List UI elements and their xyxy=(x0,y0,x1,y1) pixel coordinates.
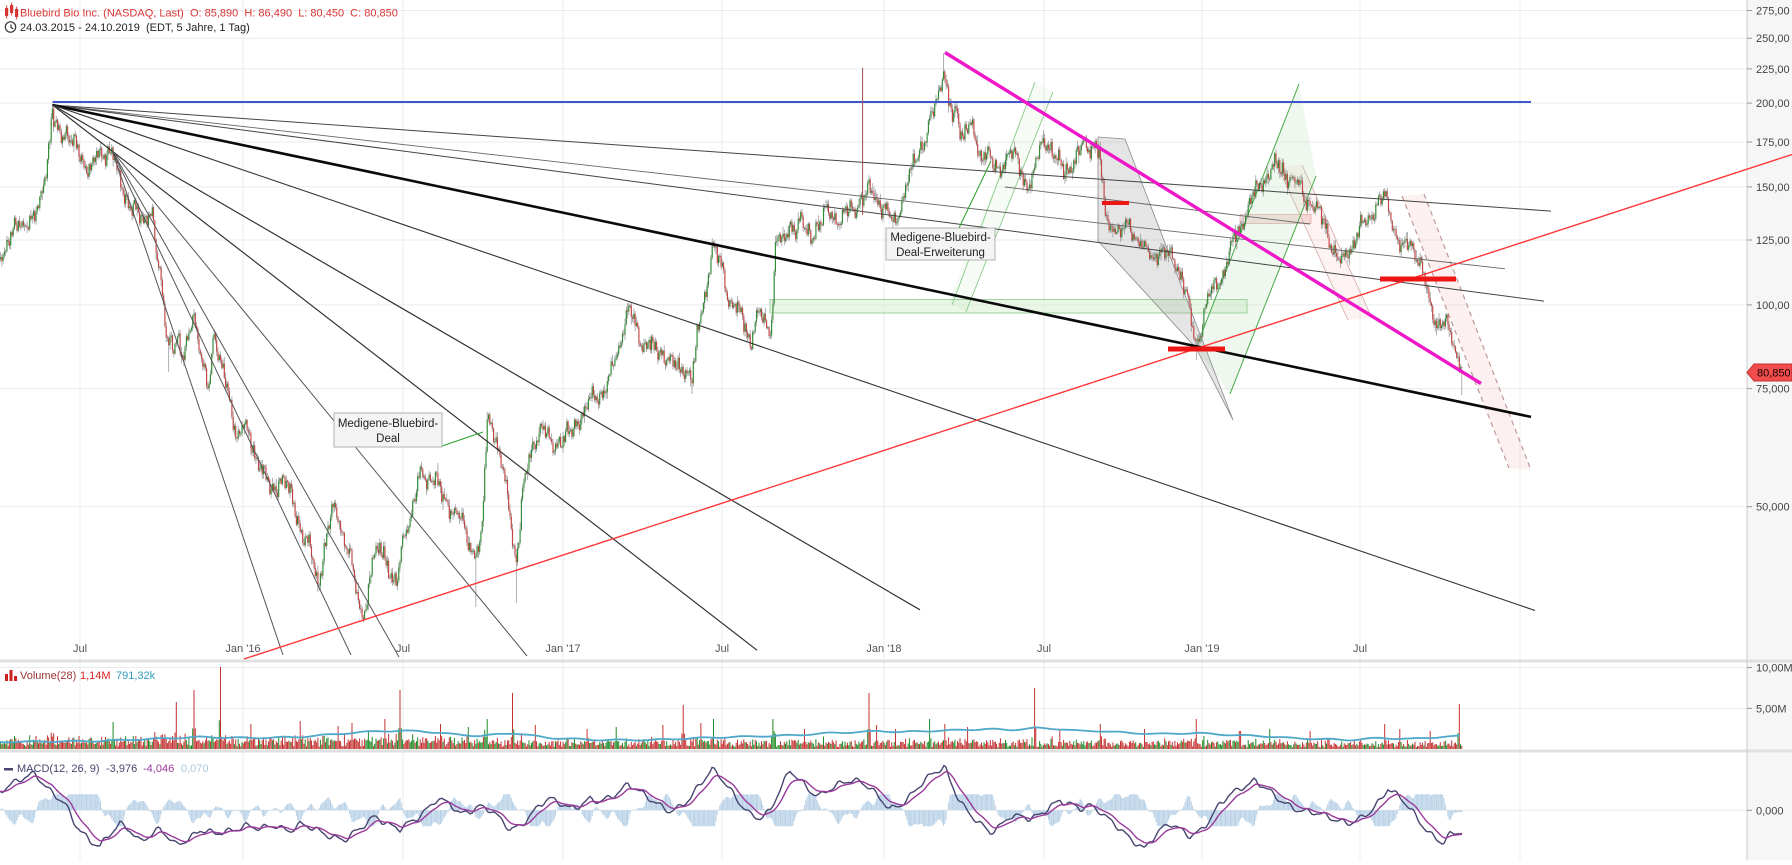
svg-text:Deal-Erweiterung: Deal-Erweiterung xyxy=(896,247,985,259)
svg-text:5,00M: 5,00M xyxy=(1756,703,1787,715)
svg-text:0,000: 0,000 xyxy=(1756,805,1784,817)
svg-text:Volume(28): Volume(28) xyxy=(20,670,76,682)
svg-text:Medigene-Bluebird-: Medigene-Bluebird- xyxy=(890,232,991,244)
svg-text:Medigene-Bluebird-: Medigene-Bluebird- xyxy=(338,418,439,430)
svg-text:175,00: 175,00 xyxy=(1756,137,1790,149)
svg-text:Jul: Jul xyxy=(396,643,410,655)
svg-text:125,00: 125,00 xyxy=(1756,235,1790,247)
svg-text:Jan '17: Jan '17 xyxy=(545,643,580,655)
svg-text:Deal: Deal xyxy=(376,433,400,445)
svg-text:-3,976: -3,976 xyxy=(106,763,137,775)
svg-text:100,00: 100,00 xyxy=(1756,300,1790,312)
svg-text:10,00M: 10,00M xyxy=(1756,663,1792,675)
svg-text:Jan '19: Jan '19 xyxy=(1184,643,1219,655)
svg-text:24.03.2015 - 24.10.2019 (EDT,: 24.03.2015 - 24.10.2019 (EDT, 5 Jahre, 1… xyxy=(20,22,250,34)
svg-text:200,00: 200,00 xyxy=(1756,98,1790,110)
svg-text:150,00: 150,00 xyxy=(1756,182,1790,194)
svg-text:0,070: 0,070 xyxy=(181,763,209,775)
svg-text:-4,046: -4,046 xyxy=(143,763,174,775)
svg-text:Jul: Jul xyxy=(1037,643,1051,655)
svg-text:75,000: 75,000 xyxy=(1756,384,1790,396)
svg-text:80,850: 80,850 xyxy=(1757,368,1791,380)
svg-text:250,00: 250,00 xyxy=(1756,33,1790,45)
svg-text:275,00: 275,00 xyxy=(1756,6,1790,18)
svg-text:225,00: 225,00 xyxy=(1756,64,1790,76)
svg-text:Bluebird Bio Inc. (NASDAQ, Las: Bluebird Bio Inc. (NASDAQ, Last) O: 85,8… xyxy=(20,8,398,20)
svg-text:1,14M: 1,14M xyxy=(80,670,111,682)
svg-text:MACD(12, 26, 9): MACD(12, 26, 9) xyxy=(17,763,100,775)
svg-text:Jul: Jul xyxy=(715,643,729,655)
svg-text:Jul: Jul xyxy=(73,643,87,655)
svg-text:50,000: 50,000 xyxy=(1756,502,1790,514)
svg-text:791,32k: 791,32k xyxy=(116,670,156,682)
svg-text:Jan '18: Jan '18 xyxy=(866,643,901,655)
svg-text:Jan '16: Jan '16 xyxy=(225,643,260,655)
svg-text:Jul: Jul xyxy=(1353,643,1367,655)
